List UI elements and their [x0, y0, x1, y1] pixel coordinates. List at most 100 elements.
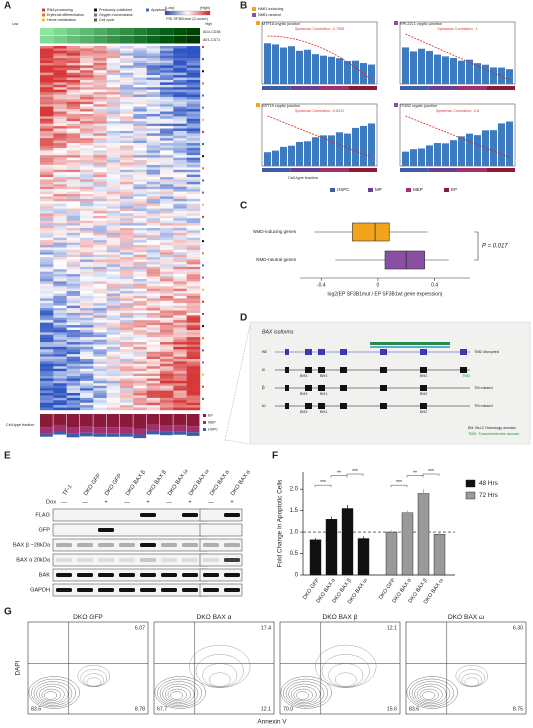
heatmap-cell	[53, 196, 67, 200]
heatmap-cell	[160, 116, 174, 119]
heatmap-cell	[106, 393, 121, 396]
heatmap-cell	[186, 111, 201, 115]
heatmap-cell	[40, 50, 54, 54]
heatmap-cell	[53, 201, 67, 204]
track-cell	[106, 28, 120, 36]
heatmap-cell	[133, 237, 147, 241]
heatmap-cell	[66, 325, 81, 328]
heatmap-cell	[133, 254, 147, 258]
heatmap-cell	[53, 366, 67, 369]
bar	[336, 132, 343, 166]
contour	[409, 678, 455, 708]
trend-line	[267, 35, 372, 81]
heatmap-cell	[146, 257, 161, 260]
dox-mark: —	[166, 499, 172, 505]
heatmap-cell	[133, 79, 147, 83]
track-cell	[133, 36, 147, 44]
heatmap-cell	[66, 380, 81, 384]
heatmap-cell	[146, 58, 161, 61]
heatmap-cell	[93, 65, 107, 69]
heatmap-cell	[173, 361, 187, 365]
heatmap-cell	[146, 138, 161, 141]
significance: ***	[320, 480, 326, 486]
heatmap-cell	[40, 278, 54, 282]
heatmap-cell	[133, 317, 147, 321]
heatmap-cell	[80, 174, 94, 178]
heatmap-cell	[186, 138, 201, 141]
heatmap-cell	[133, 281, 147, 285]
heatmap-cell	[133, 99, 147, 103]
heatmap-cell	[160, 405, 174, 408]
heatmap-cell	[173, 249, 187, 253]
heatmap-cell	[186, 310, 201, 314]
heatmap-cell	[120, 393, 134, 396]
heatmap-cell	[66, 92, 81, 95]
heatmap-cell	[146, 164, 161, 168]
bar	[426, 50, 433, 84]
heatmap-cell	[93, 84, 107, 88]
heatmap-cell	[80, 244, 94, 248]
heatmap-cell	[93, 283, 107, 287]
heatmap-cell	[66, 181, 81, 185]
heatmap-cell	[40, 77, 54, 81]
heatmap-cell	[53, 310, 67, 314]
heatmap-cell	[66, 208, 81, 212]
heatmap-cell	[66, 150, 81, 153]
heatmap-cell	[80, 126, 94, 129]
band	[56, 558, 72, 562]
blot	[199, 538, 243, 552]
heatmap-cell	[133, 126, 147, 129]
heatmap-cell	[80, 354, 94, 357]
heatmap-cell	[66, 147, 81, 151]
heatmap-cell	[120, 186, 134, 190]
heatmap-cell	[66, 378, 81, 382]
heatmap-cell	[40, 179, 54, 183]
legend-label: MEP	[413, 187, 423, 192]
heatmap-cell	[80, 380, 94, 384]
heatmap-cell	[186, 359, 201, 362]
heatmap-cell	[173, 206, 187, 209]
heatmap-cell	[80, 390, 94, 394]
heatmap-cell	[66, 376, 81, 379]
heatmap-cell	[173, 235, 187, 238]
heatmap-cell	[173, 65, 187, 69]
heatmap-cell	[173, 308, 187, 311]
heatmap-cell	[186, 84, 201, 88]
heatmap-cell	[173, 135, 187, 139]
heatmap-cell	[173, 152, 187, 156]
heatmap-cell	[186, 378, 201, 382]
heatmap-cell	[93, 266, 107, 270]
heatmap-cell	[80, 160, 94, 163]
heatmap-cell	[146, 305, 161, 309]
heatmap-cell	[93, 373, 107, 377]
legend-swatch	[203, 414, 206, 417]
heatmap-cell	[133, 211, 147, 214]
heatmap-cell	[160, 317, 174, 321]
heatmap-cell	[120, 303, 134, 306]
heatmap-cell	[40, 203, 54, 207]
heatmap-cell	[106, 254, 121, 258]
heatmap-cell	[53, 390, 67, 394]
heatmap-cell	[160, 70, 174, 73]
heatmap-cell	[186, 337, 201, 340]
heatmap-cell	[120, 84, 134, 88]
heatmap-cell	[173, 320, 187, 323]
legend-label: NMD-inducing	[258, 6, 283, 11]
heatmap-cell	[160, 215, 174, 219]
heatmap-cell	[173, 225, 187, 229]
heatmap-cell	[160, 295, 174, 299]
heatmap-cell	[106, 339, 121, 343]
heatmap-cell	[120, 157, 134, 161]
heatmap-cell	[80, 201, 94, 204]
heatmap-cell	[93, 60, 107, 64]
heatmap-cell	[106, 152, 121, 156]
heatmap-cell	[53, 247, 67, 251]
heatmap-cell	[146, 354, 161, 357]
heatmap-cell	[80, 181, 94, 185]
legend-label: Previously published	[99, 8, 132, 12]
heatmap-cell	[80, 189, 94, 192]
contour	[455, 665, 488, 688]
heatmap-cell	[186, 143, 201, 146]
heatmap-cell	[173, 378, 187, 382]
heatmap-cell	[120, 164, 134, 168]
